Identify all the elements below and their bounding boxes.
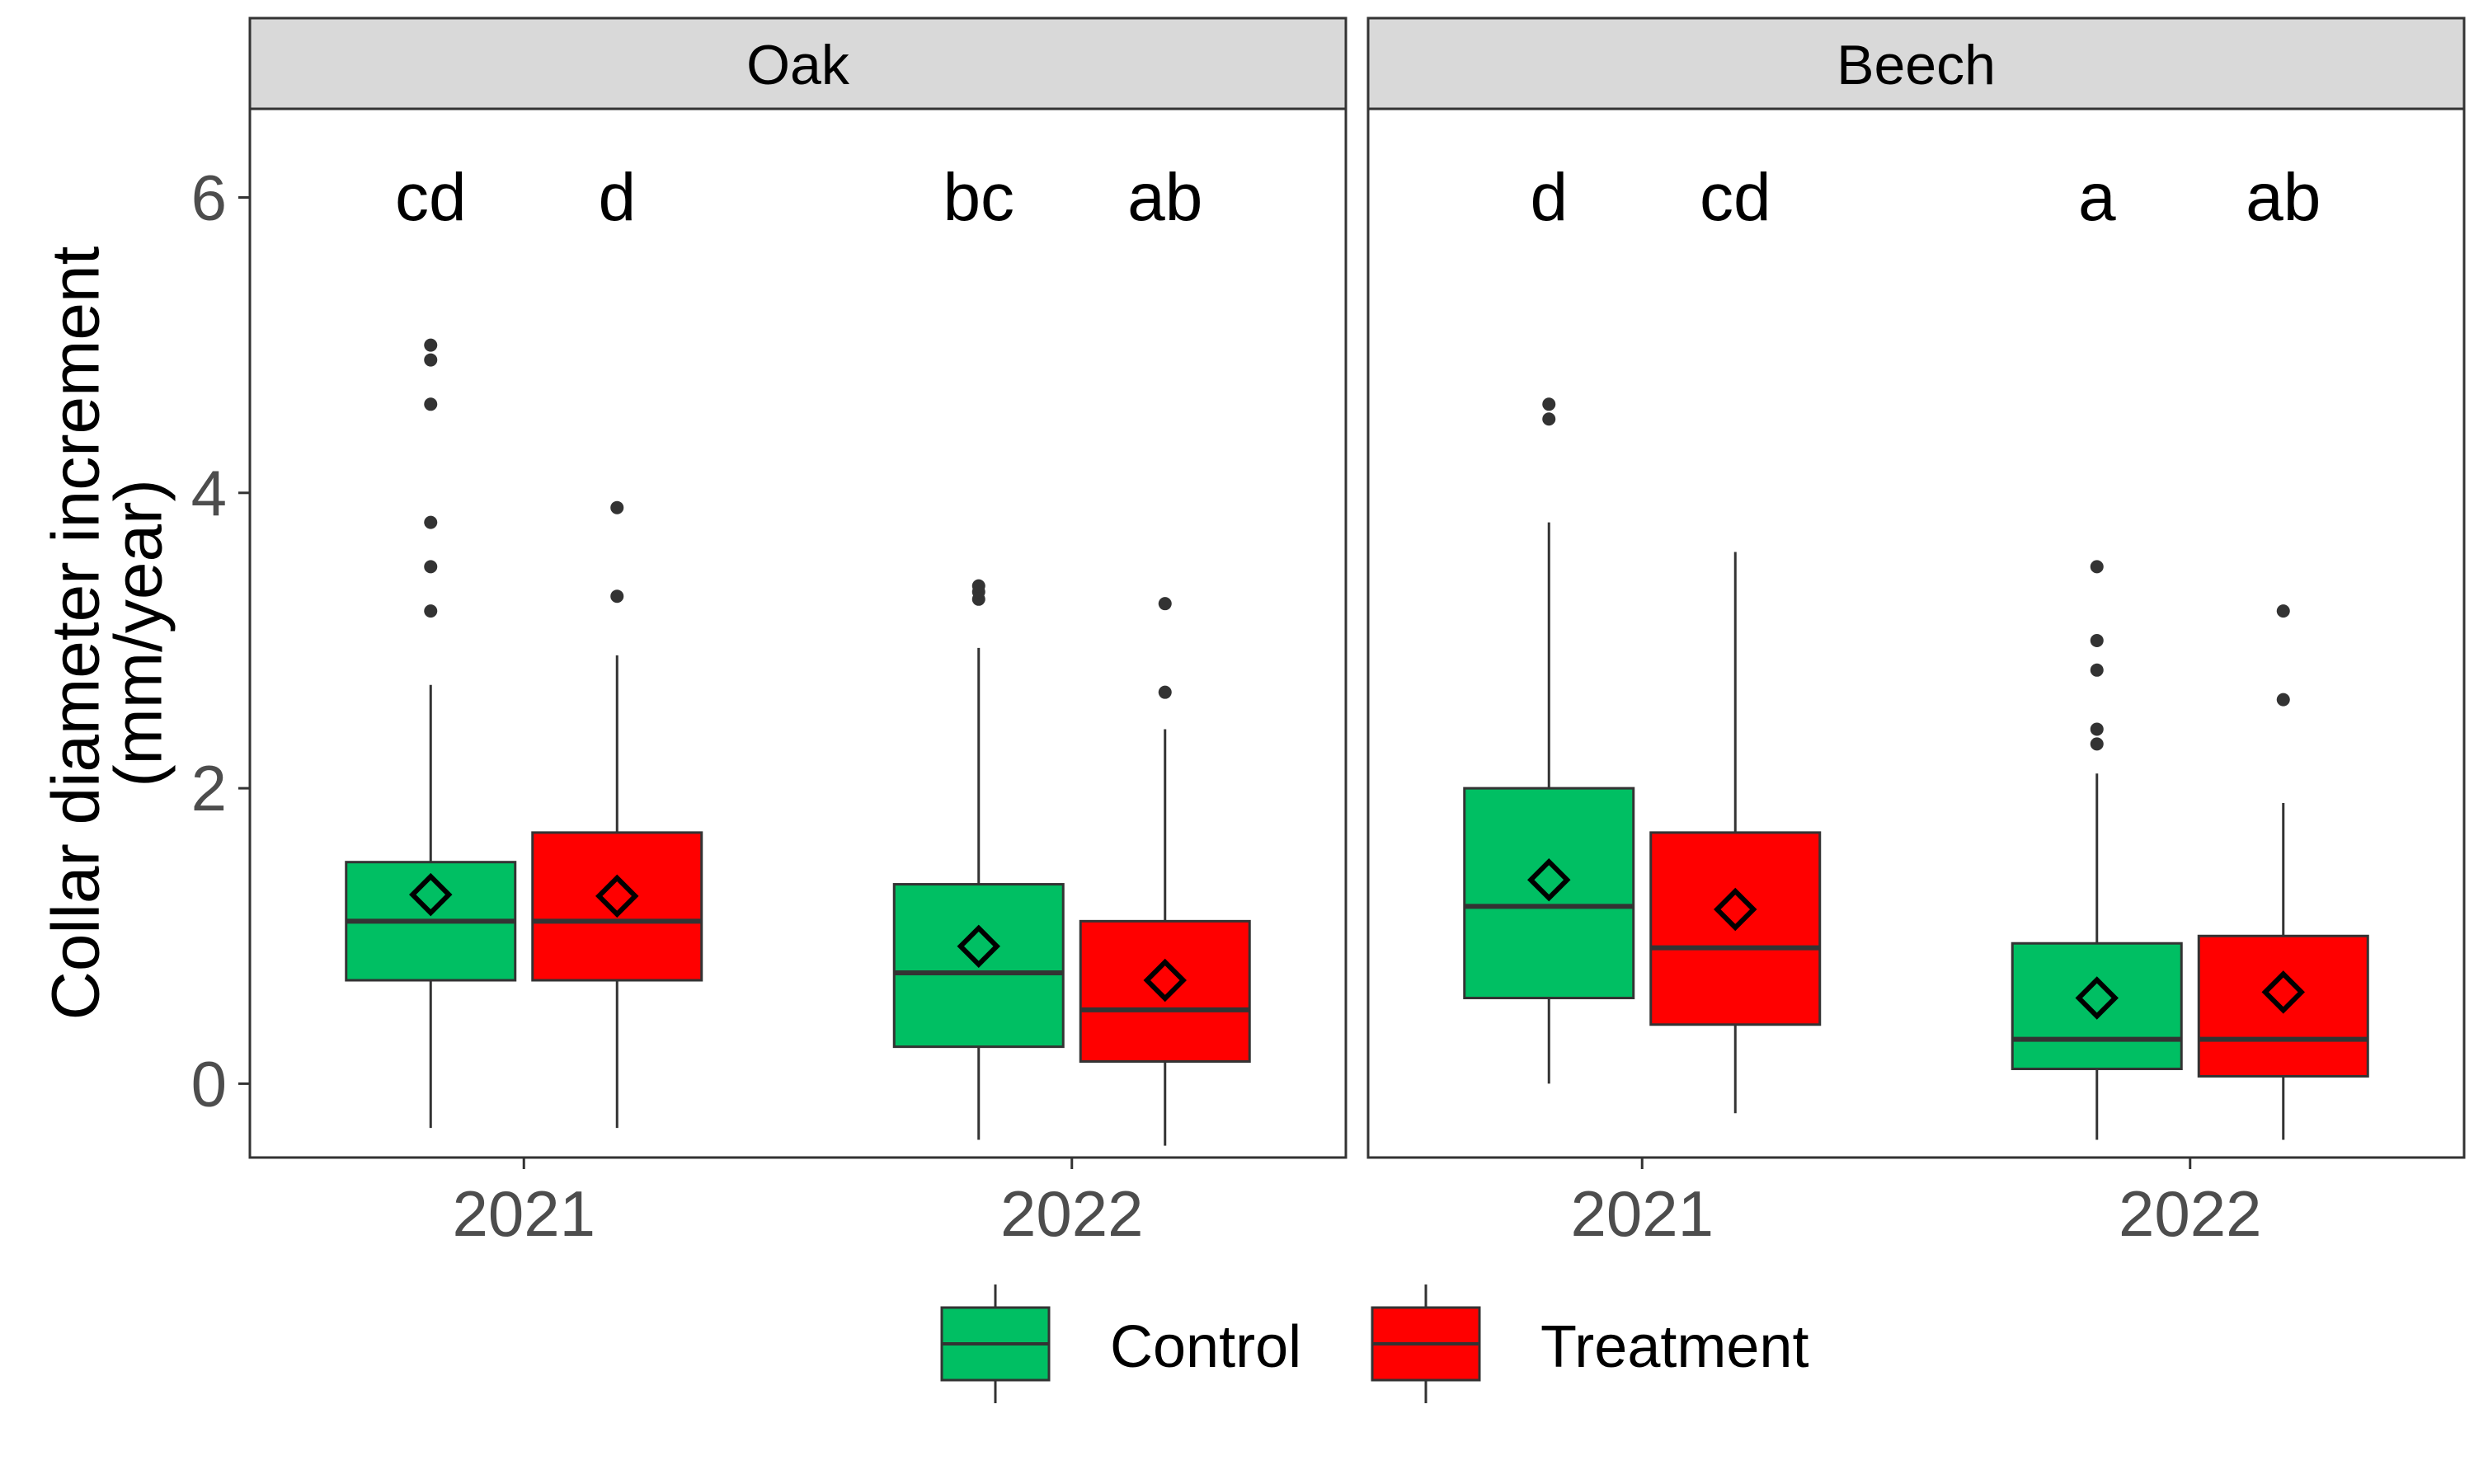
y-tick-label: 0 <box>191 1047 227 1120</box>
facet-strip <box>248 16 1348 110</box>
outlier-point <box>2090 722 2104 736</box>
outlier-point <box>2276 693 2290 707</box>
y-tick-label: 2 <box>191 752 227 824</box>
outlier-point <box>2090 560 2104 574</box>
box-2021-control: d <box>1463 160 1635 1084</box>
iqr-box <box>1463 787 1635 1000</box>
significance-letter: ab <box>1127 160 1202 235</box>
significance-letter: a <box>2078 160 2116 235</box>
significance-letter: ab <box>2246 160 2321 235</box>
legend-label: Treatment <box>1540 1314 1808 1380</box>
y-axis: 0 2 4 6 <box>191 161 250 1120</box>
outlier-point <box>424 353 438 367</box>
box-2021-treatment: d <box>531 160 703 1129</box>
box-2021-treatment: cd <box>1649 160 1822 1114</box>
facet-panels: Oak 2021 2022 cd d bc ab Beech 2021 2022 d cd a ab <box>248 16 2466 1250</box>
y-tick-label: 4 <box>191 457 227 529</box>
mean-diamond <box>1714 887 1757 932</box>
significance-letter: d <box>598 160 636 235</box>
outlier-point <box>424 515 438 529</box>
outlier-point <box>424 604 438 618</box>
outlier-point <box>610 589 624 603</box>
x-tick-label: 2022 <box>1000 1177 1144 1250</box>
mean-diamond <box>409 872 453 917</box>
mean-diamond <box>1143 958 1187 1003</box>
iqr-box <box>2197 934 2369 1078</box>
outlier-point <box>2276 604 2290 618</box>
x-tick-label: 2022 <box>2119 1177 2262 1250</box>
iqr-box <box>1079 919 1251 1064</box>
iqr-box <box>2011 942 2183 1071</box>
y-axis-title: Collar diameter increment(mm/year) <box>39 246 176 1020</box>
x-tick-label: 2021 <box>452 1177 595 1250</box>
outlier-point <box>2090 737 2104 751</box>
outlier-point <box>2090 633 2104 647</box>
mean-diamond <box>2075 976 2119 1020</box>
significance-letter: cd <box>395 160 467 235</box>
panel-oak: Oak 2021 2022 cd d bc ab <box>248 16 1348 1250</box>
iqr-box <box>531 831 703 982</box>
significance-letter: d <box>1530 160 1568 235</box>
box-2022-control: a <box>2011 160 2183 1140</box>
outlier-point <box>424 338 438 352</box>
y-tick-label: 6 <box>191 161 227 233</box>
outlier-point <box>2090 663 2104 677</box>
facet-strip <box>1366 16 2466 110</box>
y-axis-title-line: Collar diameter increment <box>39 246 114 1020</box>
mean-diamond <box>595 874 639 918</box>
mean-diamond <box>1527 857 1571 902</box>
x-tick-label: 2021 <box>1570 1177 1714 1250</box>
mean-diamond <box>2261 970 2305 1014</box>
legend-item-control: Control <box>940 1284 1301 1403</box>
mean-diamond <box>957 924 1000 969</box>
outlier-point <box>424 397 438 411</box>
outlier-point <box>1158 597 1172 611</box>
box-2022-control: bc <box>892 160 1065 1140</box>
facet-strip-label: Oak <box>746 34 850 96</box>
box-2022-treatment: ab <box>2197 160 2369 1140</box>
outlier-point <box>610 500 624 514</box>
panel-beech: Beech 2021 2022 d cd a ab <box>1366 16 2466 1250</box>
legend-item-treatment: Treatment <box>1371 1284 1808 1403</box>
facet-strip-label: Beech <box>1837 34 1996 96</box>
box-2022-treatment: ab <box>1079 160 1251 1146</box>
box-2021-control: cd <box>345 160 517 1129</box>
outlier-point <box>1158 685 1172 699</box>
legend: Control Treatment <box>940 1284 1808 1403</box>
significance-letter: cd <box>1700 160 1771 235</box>
y-axis-title-line: (mm/year) <box>101 479 176 787</box>
outlier-point <box>971 579 985 593</box>
legend-label: Control <box>1110 1314 1301 1380</box>
outlier-point <box>424 560 438 574</box>
significance-letter: bc <box>943 160 1014 235</box>
outlier-point <box>1542 397 1556 411</box>
outlier-point <box>1542 412 1556 426</box>
